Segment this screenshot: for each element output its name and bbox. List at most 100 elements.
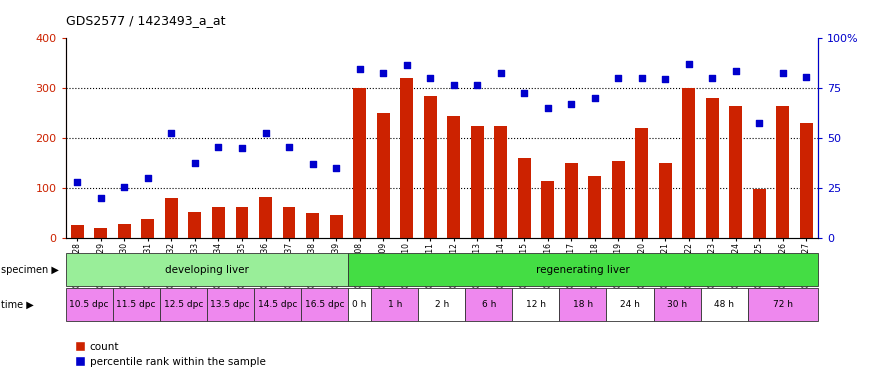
Point [658,76,672,83]
Bar [706,98,718,238]
Point [212,144,226,150]
Bar [800,123,813,238]
Bar [564,163,578,238]
Bar [371,288,418,321]
Bar [559,288,606,321]
Point [634,75,648,81]
Point [282,144,296,150]
Bar [682,88,696,238]
Bar [160,288,206,321]
Text: 72 h: 72 h [773,300,793,309]
Text: 30 h: 30 h [667,300,687,309]
Bar [66,253,348,286]
Text: 48 h: 48 h [714,300,734,309]
Bar [212,207,225,238]
Bar [165,198,178,238]
Bar [606,288,654,321]
Bar [471,126,484,238]
Text: 6 h: 6 h [482,300,496,309]
Point [800,74,814,80]
Bar [354,88,366,238]
Point [117,184,131,190]
Text: 16.5 dpc: 16.5 dpc [304,300,344,309]
Bar [66,288,113,321]
Bar [94,228,108,238]
Point [776,70,790,76]
Bar [283,207,296,238]
Point [164,130,178,136]
Text: 14.5 dpc: 14.5 dpc [257,300,297,309]
Text: 12 h: 12 h [526,300,546,309]
Bar [654,288,701,321]
Bar [776,106,789,238]
Text: 1 h: 1 h [388,300,402,309]
Text: 0 h: 0 h [353,300,367,309]
Point [682,61,696,68]
Bar [400,78,413,238]
Bar [254,288,301,321]
Text: 2 h: 2 h [435,300,449,309]
Bar [612,161,625,238]
Bar [747,288,818,321]
Bar [518,158,530,238]
Point [353,66,367,73]
Text: specimen ▶: specimen ▶ [1,265,59,275]
Bar [235,207,248,238]
Bar [376,113,389,238]
Bar [206,288,254,321]
Bar [730,106,742,238]
Text: 10.5 dpc: 10.5 dpc [69,300,108,309]
Point [305,161,319,167]
Point [564,101,578,108]
Bar [330,215,342,238]
Point [729,68,743,74]
Text: 11.5 dpc: 11.5 dpc [116,300,156,309]
Bar [142,219,154,238]
Bar [424,96,437,238]
Bar [752,189,766,238]
Bar [306,213,319,238]
Point [446,82,460,88]
Bar [301,288,348,321]
Point [70,179,84,185]
Point [705,75,719,81]
Bar [113,288,160,321]
Bar [188,212,201,238]
Bar [118,224,131,238]
Text: 24 h: 24 h [620,300,640,309]
Bar [348,253,818,286]
Point [424,75,438,81]
Text: developing liver: developing liver [164,265,248,275]
Point [541,105,555,111]
Text: 13.5 dpc: 13.5 dpc [211,300,250,309]
Text: 18 h: 18 h [573,300,593,309]
Point [329,165,343,171]
Bar [588,176,601,238]
Bar [71,225,84,238]
Point [94,195,108,201]
Point [235,145,249,151]
Point [258,130,272,136]
Point [588,95,602,101]
Text: 12.5 dpc: 12.5 dpc [164,300,203,309]
Bar [542,180,554,238]
Point [470,82,484,88]
Point [376,70,390,76]
Bar [494,126,507,238]
Text: GDS2577 / 1423493_a_at: GDS2577 / 1423493_a_at [66,14,225,27]
Bar [466,288,513,321]
Point [517,90,531,96]
Point [612,75,626,81]
Bar [348,288,371,321]
Point [493,70,507,76]
Point [752,120,766,126]
Bar [659,163,672,238]
Legend: count, percentile rank within the sample: count, percentile rank within the sample [71,338,270,371]
Bar [418,288,466,321]
Bar [701,288,747,321]
Point [188,160,202,166]
Point [400,62,414,68]
Bar [513,288,559,321]
Bar [259,197,272,238]
Text: time ▶: time ▶ [1,299,33,310]
